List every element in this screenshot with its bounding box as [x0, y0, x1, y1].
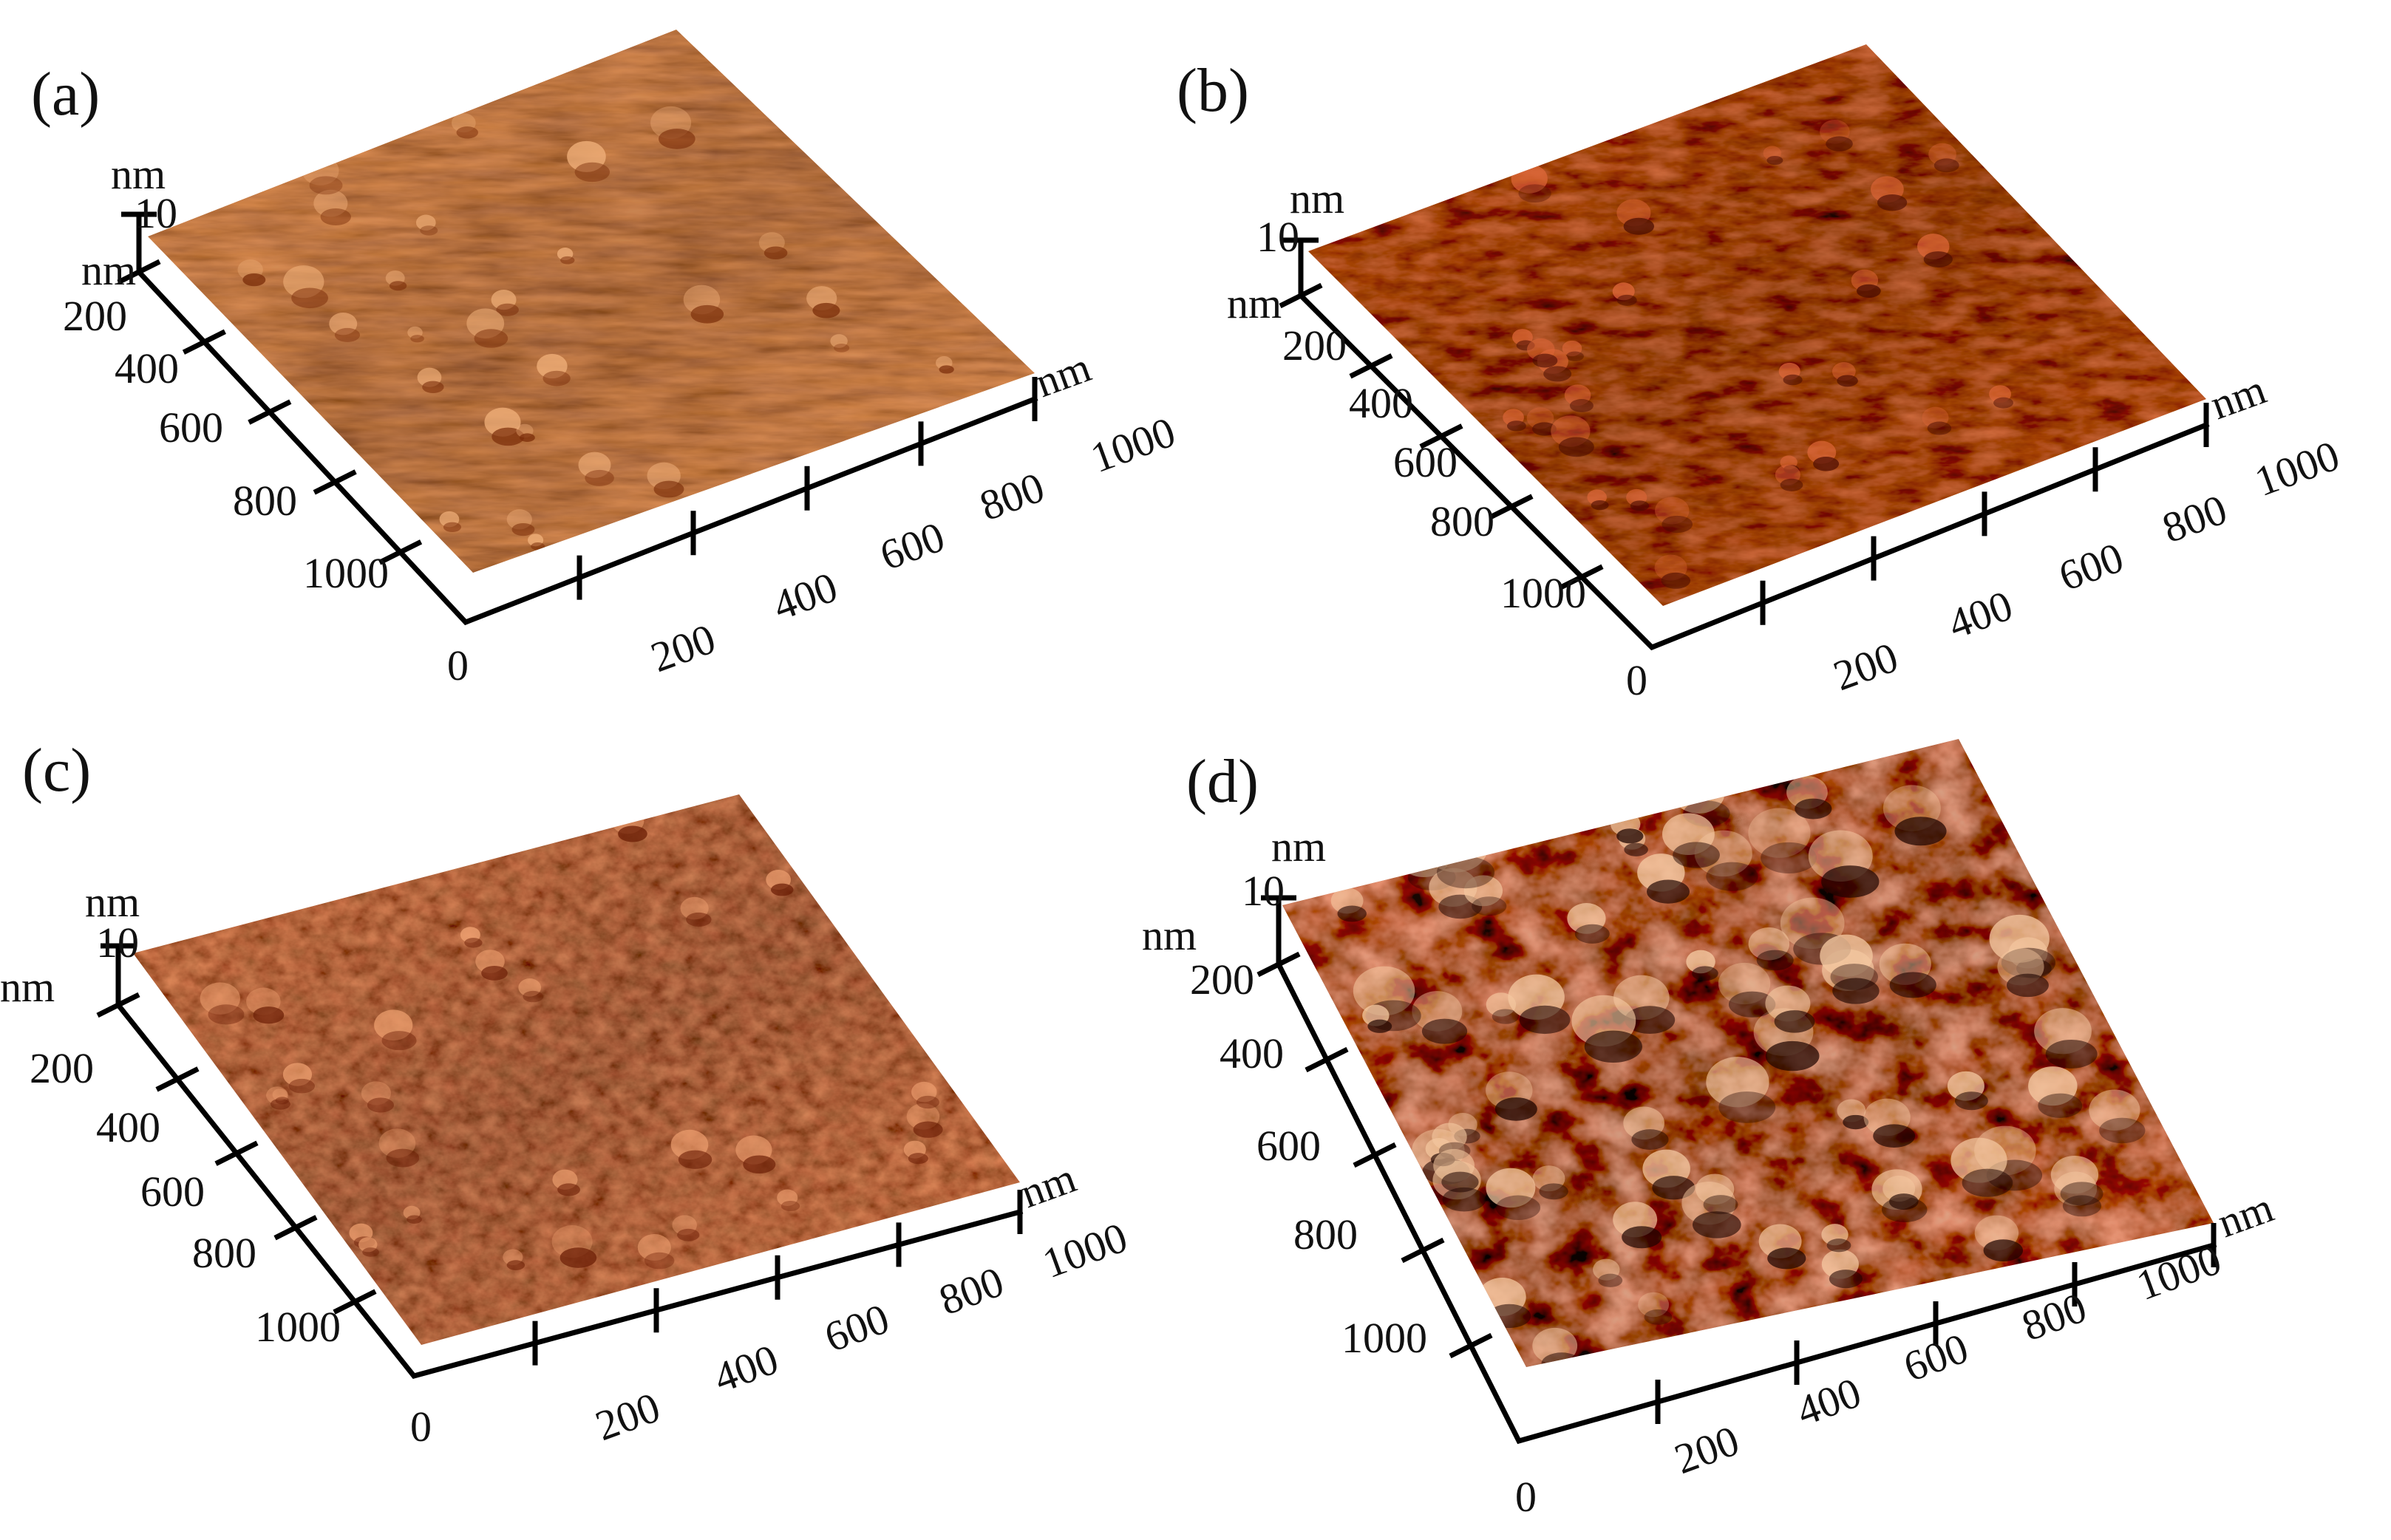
y-tick-label: 600 [1256, 1122, 1321, 1170]
y-tick [333, 1289, 377, 1315]
xy-axis-lines [1275, 961, 2217, 1445]
y-tick [1419, 423, 1463, 449]
afm-panel-b: (b)nm10nmnm02004006008001000200400600800… [1177, 44, 2345, 704]
y-tick [182, 329, 226, 355]
x-unit-label: nm [1014, 1154, 1082, 1217]
y-tick [1349, 353, 1393, 379]
x-tick-label: 200 [589, 1383, 666, 1450]
x-tick-label: 600 [2052, 533, 2129, 600]
x-tick-label: 400 [766, 562, 843, 630]
x-tick-label: 200 [1668, 1416, 1745, 1483]
y-tick-label: 1000 [1341, 1314, 1427, 1362]
y-tick [1401, 1237, 1445, 1264]
x-unit-label: nm [2211, 1183, 2279, 1247]
x-tick-label: 1000 [1084, 407, 1181, 482]
origin-label: 0 [410, 1403, 432, 1451]
x-tick-label: 400 [1942, 581, 2018, 648]
afm-panel-d: (d)nm10nmnm02004006008001000200400600800… [1142, 739, 2279, 1521]
x-tick-label: 200 [1827, 633, 1904, 700]
y-tick [378, 539, 423, 565]
afm-surface [133, 794, 1020, 1345]
panel-label: (b) [1177, 56, 1249, 125]
x-tick-label: 200 [644, 614, 721, 681]
x-tick-label: 600 [874, 512, 950, 579]
x-unit-label: nm [2204, 365, 2272, 429]
y-tick-label: 200 [1282, 321, 1347, 369]
y-tick-label: 400 [115, 344, 179, 392]
y-tick [214, 1140, 259, 1166]
y-tick-label: 800 [1293, 1210, 1358, 1258]
y-tick-label: 1000 [1500, 569, 1586, 617]
y-tick-label: 400 [1220, 1029, 1284, 1077]
y-tick [1560, 564, 1604, 590]
y-tick-label: 200 [30, 1044, 94, 1092]
y-tick [117, 259, 161, 285]
y-tick-label: 1000 [255, 1303, 341, 1351]
x-tick-label: 400 [707, 1335, 784, 1402]
panel-label: (a) [31, 60, 100, 129]
z-unit-label: nm [1271, 822, 1326, 870]
y-tick [96, 992, 140, 1018]
panel-label: (d) [1186, 747, 1259, 816]
x-tick-label: 800 [933, 1257, 1010, 1324]
xy-axis-lines [135, 268, 1038, 626]
y-tick [1353, 1142, 1397, 1168]
afm-panel-c: (c)nm10nmnm02004006008001000200400600800… [0, 736, 1133, 1451]
origin-label: 0 [1626, 656, 1647, 704]
x-tick-label: 400 [1790, 1368, 1867, 1435]
xy-axis-lines [1297, 292, 2210, 651]
z-unit-label: nm [85, 878, 140, 926]
z-max-label: 10 [1242, 867, 1285, 915]
x-tick-label: 600 [1897, 1323, 1974, 1391]
axes: nm10nmnm02004006008001000200400600800100… [0, 878, 1133, 1451]
x-unit-label: nm [1029, 343, 1097, 406]
x-tick-label: 800 [973, 463, 1050, 530]
y-tick [1489, 494, 1534, 519]
y-unit-label: nm [0, 963, 55, 1011]
y-unit-label: nm [1142, 911, 1197, 959]
y-tick [248, 399, 292, 425]
x-tick-label: 1000 [2248, 431, 2345, 505]
xy-axis-lines [115, 1001, 1024, 1379]
y-tick-label: 600 [159, 403, 223, 452]
y-unit-label: nm [81, 246, 136, 294]
z-max-label: 10 [1256, 213, 1299, 261]
axes: nm10nmnm02004006008001000200400600800100… [63, 150, 1181, 689]
y-tick-label: 200 [63, 292, 127, 340]
y-tick-label: 600 [1393, 438, 1458, 486]
x-tick-label: 1000 [1036, 1213, 1133, 1287]
y-tick [1256, 951, 1301, 978]
y-tick-label: 400 [96, 1103, 160, 1151]
y-tick [1279, 282, 1323, 309]
z-max-label: 10 [96, 919, 139, 967]
y-tick-label: 800 [1430, 497, 1494, 545]
x-tick-label: 1000 [2130, 1235, 2227, 1309]
y-tick-label: 200 [1190, 955, 1254, 1004]
y-tick [1305, 1046, 1349, 1073]
x-tick-label: 600 [818, 1294, 895, 1361]
z-unit-label: nm [111, 150, 166, 198]
y-tick-label: 400 [1349, 379, 1413, 427]
y-tick-label: 800 [233, 477, 297, 525]
y-unit-label: nm [1227, 279, 1282, 327]
y-tick [313, 469, 357, 495]
afm-panel-a: (a)nm10nmnm02004006008001000200400600800… [31, 30, 1181, 689]
z-max-label: 10 [135, 189, 177, 237]
y-tick-label: 1000 [303, 549, 389, 597]
panel-label: (c) [22, 736, 91, 805]
y-tick-label: 600 [140, 1168, 205, 1216]
y-tick-label: 800 [192, 1229, 256, 1277]
z-unit-label: nm [1290, 174, 1344, 222]
origin-label: 0 [447, 641, 469, 689]
y-tick [155, 1066, 200, 1092]
x-tick-label: 800 [2156, 485, 2233, 552]
origin-label: 0 [1515, 1473, 1537, 1521]
y-tick [273, 1215, 318, 1241]
y-tick [1449, 1332, 1493, 1359]
axes: nm10nmnm02004006008001000200400600800100… [1227, 174, 2345, 704]
x-tick-label: 800 [2016, 1283, 2092, 1350]
